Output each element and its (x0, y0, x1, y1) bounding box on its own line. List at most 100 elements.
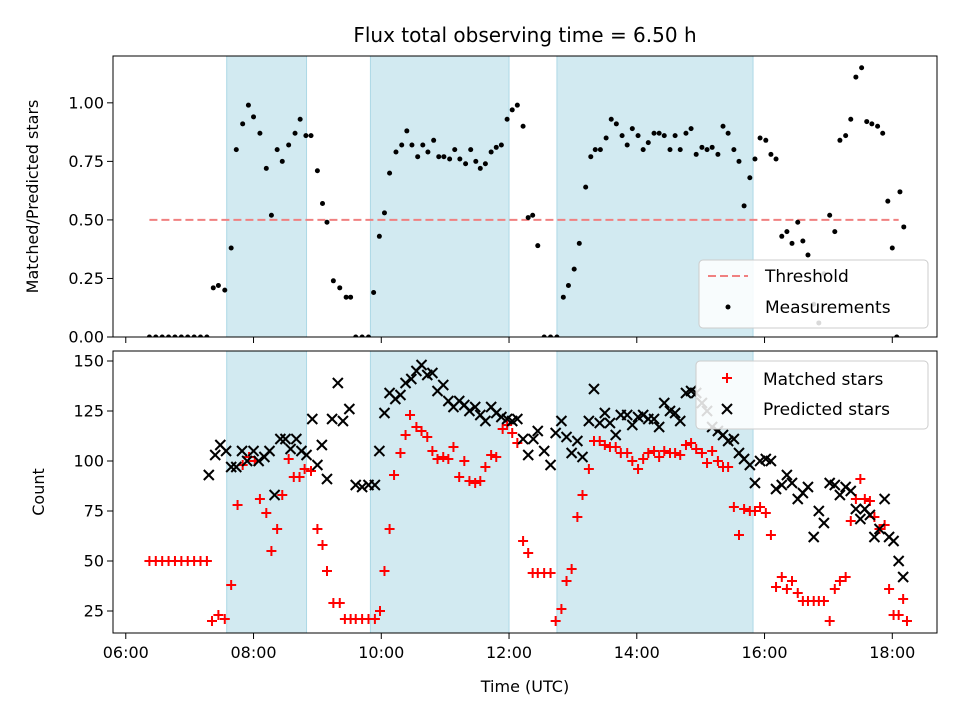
matched-point (728, 502, 739, 512)
measurement-point (525, 215, 531, 221)
measurement-point (677, 147, 683, 153)
matched-point (518, 536, 529, 546)
predicted-point (674, 415, 686, 427)
matched-point (448, 442, 459, 452)
matched-point (670, 448, 681, 458)
predicted-point (594, 417, 606, 429)
predicted-point (560, 431, 573, 443)
measurement-point (530, 212, 536, 218)
predicted-point (378, 407, 391, 419)
matched-point (384, 524, 395, 534)
measurement-point (477, 165, 483, 171)
bottom-y-axis-label: Count (29, 468, 48, 516)
matched-point (829, 584, 840, 594)
measurement-point (683, 130, 689, 136)
count-panel: 25 50 75 100 125 150 06:00 08:00 10:00 12:00 14:0… (29, 350, 938, 696)
matched-point (675, 450, 686, 460)
measurement-point (210, 285, 216, 291)
measurement-point (560, 294, 566, 300)
measurement-point (541, 334, 547, 337)
measurement-point (399, 142, 405, 148)
matched-point (702, 458, 713, 468)
predicted-point (220, 445, 232, 457)
matched-point (845, 516, 856, 526)
predicted-point (394, 389, 407, 401)
matched-point (411, 422, 422, 432)
matched-point (561, 576, 572, 586)
predicted-stars-points (203, 359, 909, 583)
matched-point (712, 456, 723, 466)
measurement-point (588, 154, 594, 160)
measurement-point (463, 161, 469, 167)
matched-point (776, 572, 787, 582)
matched-point (771, 582, 782, 592)
predicted-point (279, 433, 292, 445)
measurement-point (709, 144, 715, 150)
matched-point (219, 614, 230, 624)
measurement-point (720, 123, 726, 129)
matched-point (755, 502, 766, 512)
measurement-point (859, 65, 865, 71)
matched-point (475, 476, 486, 486)
measurement-point (597, 147, 603, 153)
matched-point (627, 456, 638, 466)
measurement-point (514, 102, 520, 108)
x-tick-label: 14:00 (614, 643, 660, 662)
measurement-point (498, 142, 504, 148)
matched-point (893, 610, 904, 620)
measurement-point (320, 201, 326, 207)
matched-point (272, 524, 283, 534)
matched-point (680, 440, 691, 450)
measurement-point (233, 147, 239, 153)
predicted-point (527, 433, 540, 445)
predicted-point (648, 413, 660, 425)
measurement-point (409, 142, 415, 148)
x-tick-label: 12:00 (486, 643, 532, 662)
measurement-point (240, 121, 246, 127)
predicted-point (626, 419, 639, 431)
predicted-point (571, 435, 584, 447)
measurement-point (571, 266, 577, 272)
measurement-point (667, 147, 673, 153)
predicted-point (236, 445, 248, 457)
matched-point (334, 598, 345, 608)
measurement-point (548, 334, 554, 337)
top-y-tick-label: 1.00 (68, 93, 104, 112)
observing-interval-2 (369, 55, 510, 338)
matched-point (583, 464, 594, 474)
predicted-point (544, 459, 557, 471)
predicted-point (225, 461, 237, 473)
matched-point (659, 446, 670, 456)
predicted-point (306, 413, 319, 425)
bottom-y-tick-label: 25 (84, 602, 104, 621)
predicted-point (415, 359, 428, 371)
predicted-point (744, 459, 756, 471)
measurement-point (832, 229, 838, 235)
chart-title: Flux total observing time = 6.50 h (353, 23, 696, 47)
measurement-point (314, 168, 320, 174)
measurement-point (800, 238, 806, 244)
predicted-point (252, 455, 265, 467)
measurement-point (736, 158, 742, 164)
measurement-point (452, 147, 458, 153)
predicted-point (517, 433, 529, 445)
measurement-point (885, 198, 891, 204)
measurement-point (308, 133, 314, 139)
x-tick-label: 16:00 (741, 643, 787, 662)
matched-point (622, 448, 633, 458)
measurement-point (843, 133, 849, 139)
bottom-y-tick-label: 75 (84, 502, 104, 521)
measurement-point (603, 135, 609, 141)
observing-interval-1 (226, 55, 308, 338)
measurement-point (337, 285, 343, 291)
measurement-point (656, 130, 662, 136)
measurement-point (763, 137, 769, 143)
measurement-point (699, 144, 705, 150)
predicted-point (399, 377, 412, 389)
matched-point (443, 454, 454, 464)
measurement-point (576, 240, 582, 246)
matched-point (523, 548, 534, 558)
predicted-point (426, 367, 439, 379)
matched-point (824, 616, 835, 626)
